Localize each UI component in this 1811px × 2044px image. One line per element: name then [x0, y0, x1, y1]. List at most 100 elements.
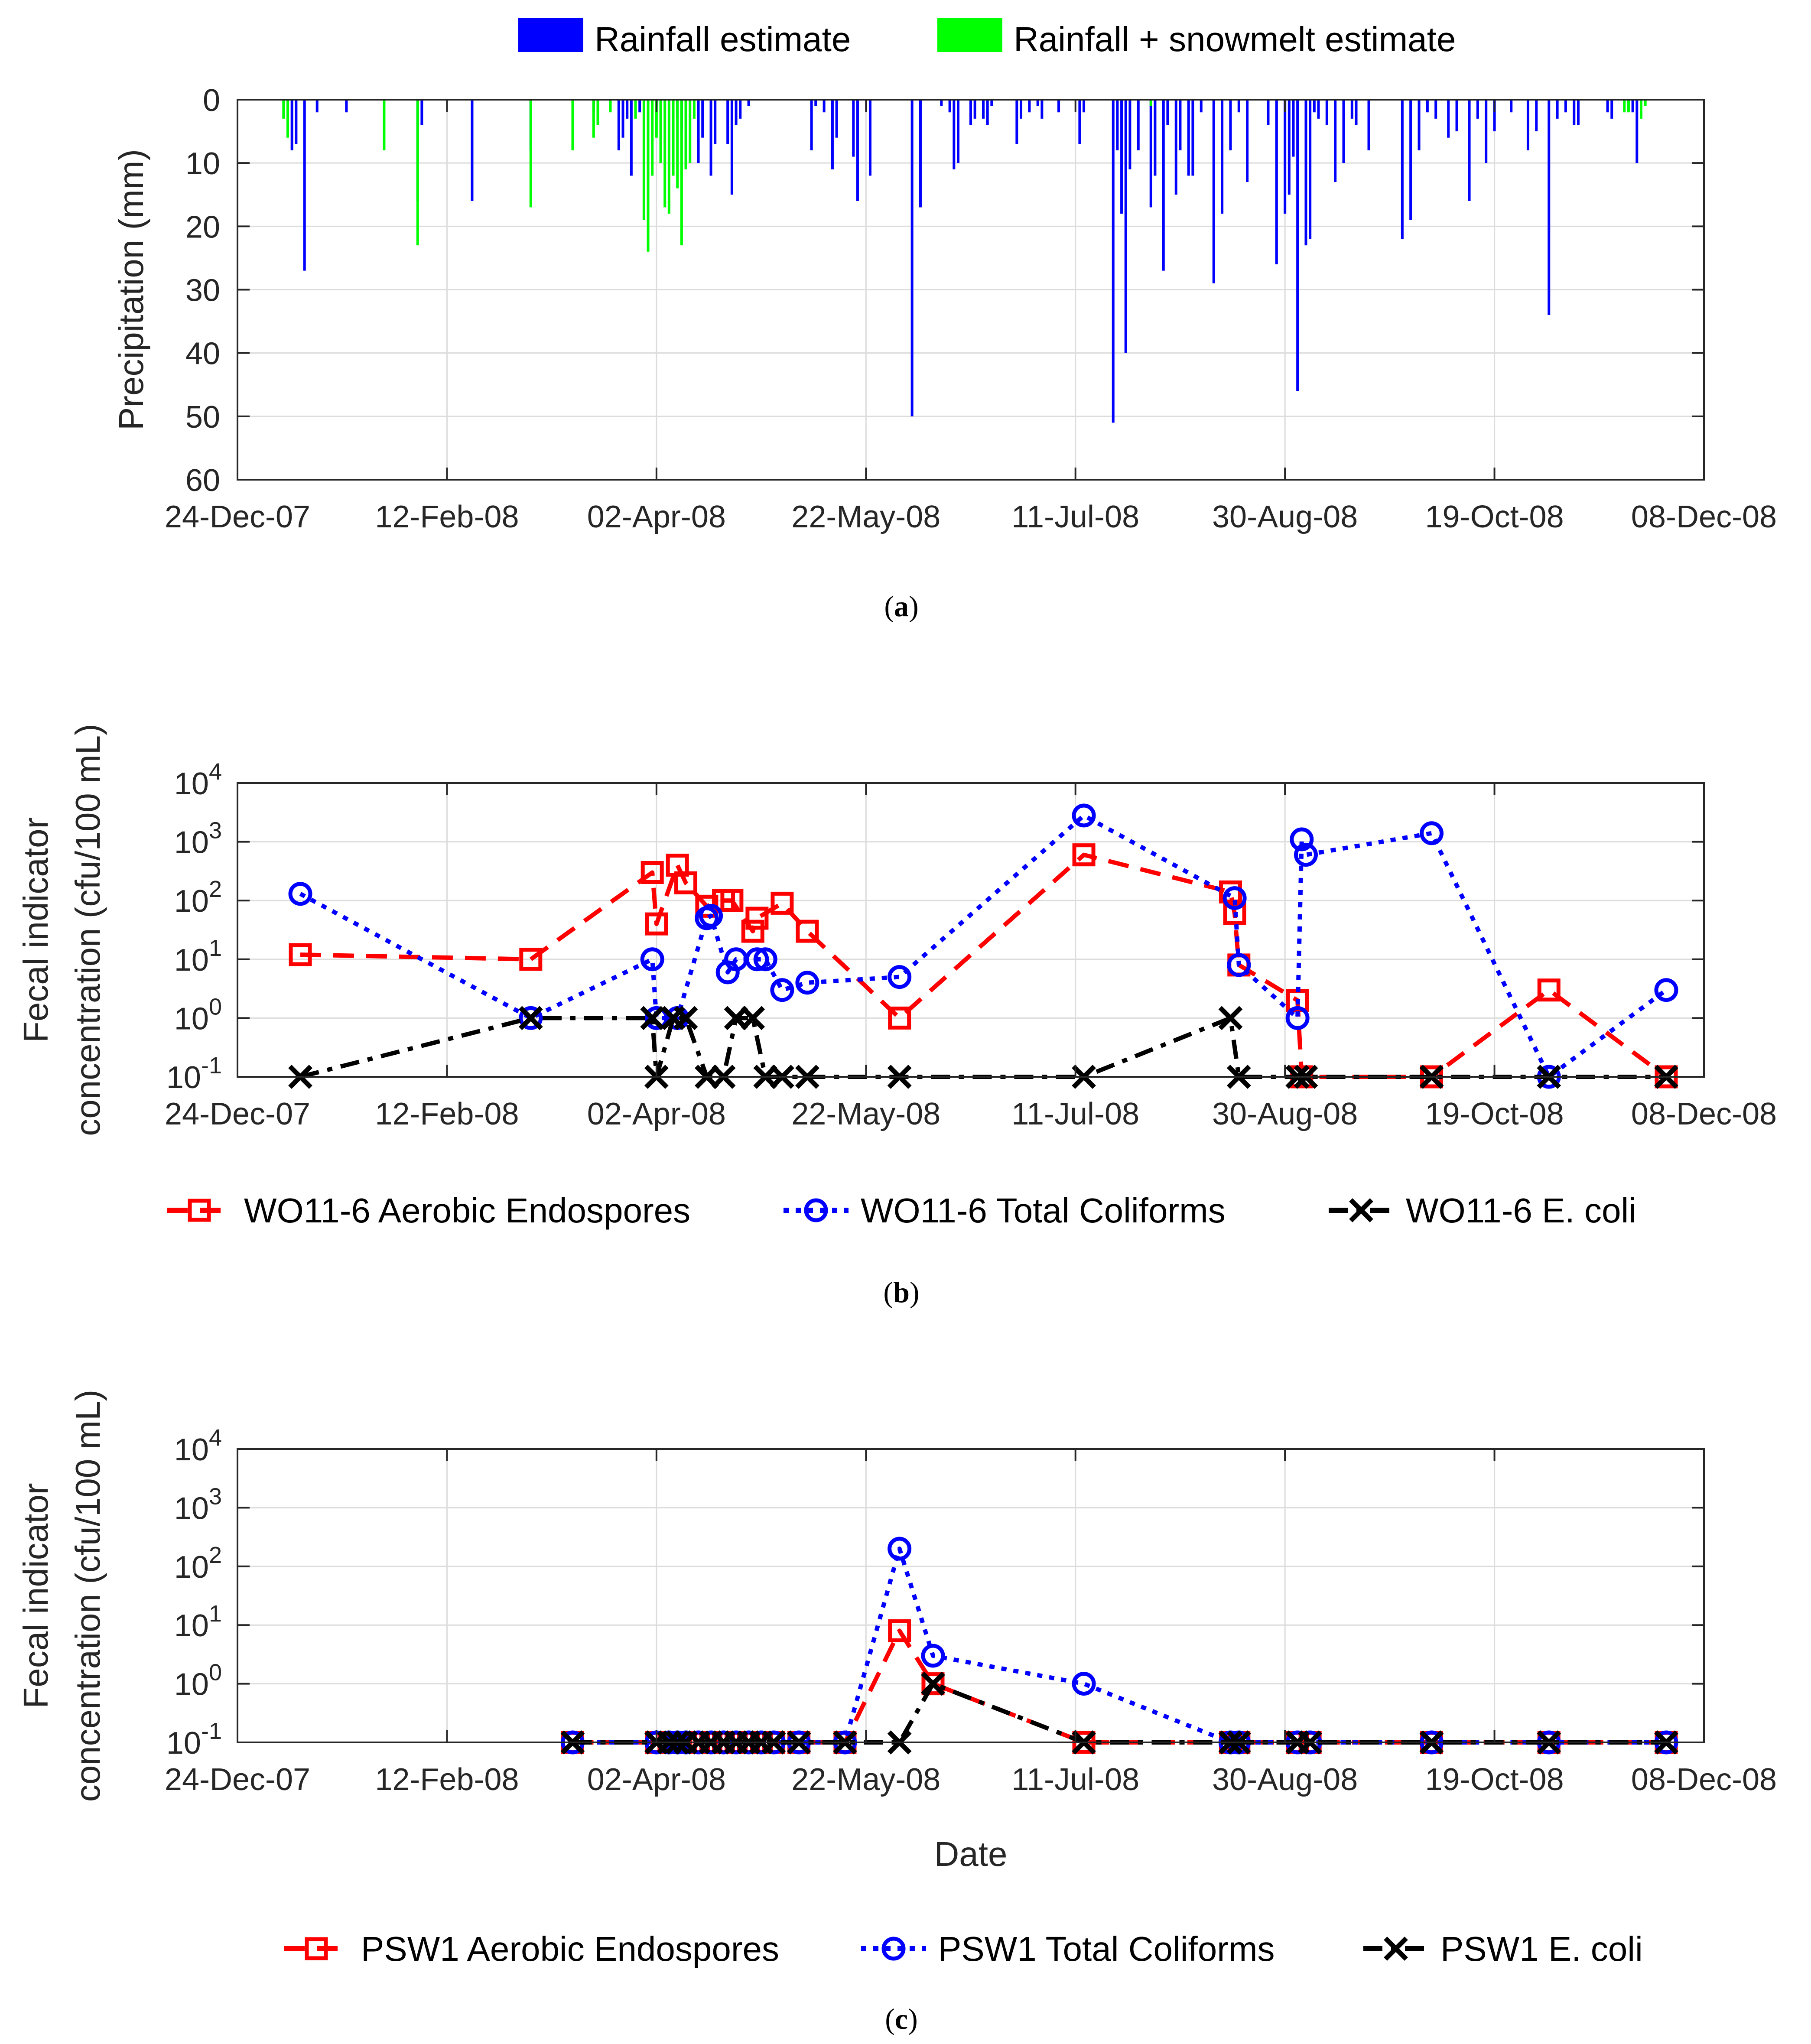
x-tick-label: 02-Apr-08 — [587, 1097, 726, 1131]
y-tick-label: 104 — [174, 1425, 222, 1467]
square-marker — [1072, 843, 1096, 867]
precip-bar — [823, 100, 826, 113]
precip-bar — [1221, 100, 1224, 214]
precip-bar — [1644, 100, 1647, 106]
circle-marker — [745, 947, 769, 972]
precip-bar — [1284, 100, 1287, 214]
precip-bar — [1162, 100, 1165, 271]
precip-bar — [1112, 100, 1115, 423]
series-rainfall — [286, 100, 1639, 423]
precip-bar — [1229, 100, 1232, 150]
circle-marker — [795, 971, 819, 995]
square-marker — [645, 912, 668, 936]
precip-bar — [701, 100, 704, 138]
precip-bar — [1476, 100, 1479, 119]
y-axis-label: Fecal indicator — [16, 817, 55, 1043]
legend: Rainfall estimate Rainfall + snowmelt est… — [518, 18, 1456, 58]
x-tick-label: 22-May-08 — [791, 500, 940, 534]
y-tick-label: 10-1 — [166, 1053, 222, 1095]
circle-marker — [1072, 1672, 1096, 1696]
x-tick-label: 11-Jul-08 — [1011, 1097, 1139, 1131]
precip-bar — [659, 100, 662, 163]
psw1-chart: 24-Dec-07 12-Feb-08 02-Apr-08 22-May-08 11-J… — [16, 1390, 1777, 2035]
x-tick-label: 30-Aug-08 — [1212, 500, 1358, 534]
precip-bar — [1057, 100, 1060, 113]
circle-marker — [888, 1537, 912, 1561]
x-tick-label: 22-May-08 — [791, 1097, 940, 1131]
y-tick-label: 101 — [174, 935, 222, 978]
precip-bar — [1639, 100, 1642, 119]
precip-bar — [1166, 100, 1169, 125]
precip-bar — [835, 100, 838, 138]
precip-bar — [642, 100, 645, 220]
x-marker — [1349, 1198, 1373, 1222]
y-tick-label: 10 — [185, 146, 220, 181]
precip-bar — [315, 100, 319, 113]
x-tick-label: 02-Apr-08 — [587, 1762, 726, 1797]
series-line — [299, 1016, 1666, 1079]
x-tick-label: 30-Aug-08 — [1212, 1097, 1358, 1131]
x-tick-label: 24-Dec-07 — [165, 500, 310, 534]
precip-bar — [714, 100, 717, 144]
precip-bar — [529, 100, 532, 208]
circle-marker — [921, 1644, 945, 1668]
series-x — [288, 1006, 1678, 1089]
circle-marker — [753, 947, 777, 972]
precip-bar — [814, 100, 817, 106]
precip-bar — [1267, 100, 1270, 125]
circle-marker — [888, 965, 912, 989]
y-tick-label: 30 — [185, 273, 220, 308]
precipitation-chart: 24-Dec-07 12-Feb-08 02-Apr-08 22-May-08 11-J… — [112, 18, 1777, 623]
circle-marker — [519, 1006, 543, 1030]
precip-bar — [910, 100, 914, 416]
legend-label: WO11-6 Total Coliforms — [861, 1191, 1226, 1230]
legend-label: WO11-6 E. coli — [1406, 1191, 1636, 1230]
x-tick-label: 12-Feb-08 — [375, 500, 519, 534]
precip-bar — [680, 100, 683, 246]
legend: PSW1 Aerobic Endospores PSW1 Total Colifo… — [284, 1930, 1643, 1968]
series-circle — [560, 1537, 1678, 1755]
precip-bar — [990, 100, 993, 106]
precip-bar — [647, 100, 650, 252]
precip-bar — [345, 100, 348, 113]
y-tick-label: 104 — [174, 759, 222, 801]
precip-bar — [1510, 100, 1513, 113]
precip-bar — [1434, 100, 1437, 119]
precip-bar — [1627, 100, 1630, 113]
precip-bar — [1535, 100, 1538, 132]
precip-bar — [1083, 100, 1086, 113]
x-tick-label: 12-Feb-08 — [375, 1762, 519, 1797]
circle-marker — [1227, 953, 1251, 977]
precip-bar — [1237, 100, 1240, 113]
y-axis-label: concentration (cfu/100 mL) — [68, 724, 107, 1136]
circle-marker — [1290, 827, 1314, 851]
x-tick-label: 30-Aug-08 — [1212, 1762, 1358, 1797]
precip-bar — [1325, 100, 1328, 125]
precip-bar — [1149, 100, 1152, 208]
precip-bar — [1288, 100, 1291, 195]
y-tick-label: 50 — [185, 400, 220, 435]
precip-bar — [1200, 100, 1203, 113]
precip-bar — [1455, 100, 1458, 132]
circle-marker — [1654, 978, 1678, 1002]
y-tick-label: 102 — [174, 876, 222, 919]
precip-bar — [1296, 100, 1299, 391]
square-marker — [921, 1672, 945, 1696]
x-tick-label: 24-Dec-07 — [165, 1762, 310, 1797]
precip-bar — [739, 100, 742, 119]
precip-bar — [940, 100, 943, 106]
precip-bar — [1342, 100, 1345, 163]
precip-bar — [290, 100, 293, 150]
precip-bar — [638, 100, 641, 113]
precip-bar — [1275, 100, 1278, 265]
precip-bar — [810, 100, 813, 150]
precip-bar — [1120, 100, 1123, 214]
precip-bar — [689, 100, 692, 163]
precip-bar — [1212, 100, 1215, 283]
precip-bar — [1154, 100, 1157, 176]
y-tick-label: 103 — [174, 818, 222, 860]
precip-bar — [1187, 100, 1190, 176]
precip-bar — [1623, 100, 1626, 113]
x-marker — [921, 1671, 945, 1696]
wo11-6-chart: 24-Dec-07 12-Feb-08 02-Apr-08 22-May-08 11-J… — [16, 724, 1777, 1309]
